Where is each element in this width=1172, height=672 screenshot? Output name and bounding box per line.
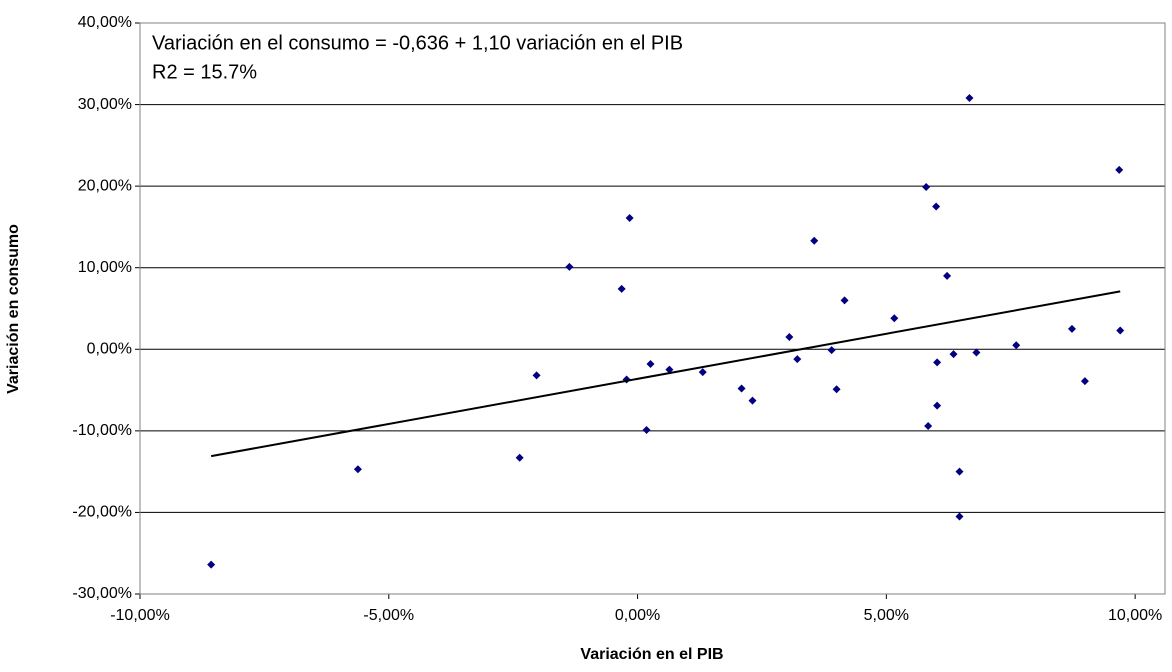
point xyxy=(353,465,362,474)
point xyxy=(625,213,634,222)
point xyxy=(785,333,794,342)
x-axis-label: Variación en el PIB xyxy=(580,646,723,663)
point xyxy=(1080,377,1089,386)
point xyxy=(532,371,541,380)
point xyxy=(943,271,952,280)
point xyxy=(737,384,746,393)
y-tick-label: 0,00% xyxy=(87,341,132,358)
point xyxy=(949,350,958,359)
point xyxy=(840,296,849,305)
point xyxy=(1115,165,1124,174)
point xyxy=(642,426,651,435)
point xyxy=(748,396,757,405)
point xyxy=(933,401,942,410)
point xyxy=(972,348,981,357)
point xyxy=(1067,324,1076,333)
point xyxy=(617,284,626,293)
y-tick-label: 30,00% xyxy=(78,96,132,113)
equation: Variación en el consumo = -0,636 + 1,10 … xyxy=(152,32,683,54)
point xyxy=(965,94,974,103)
point xyxy=(1116,326,1125,335)
y-tick-label: -10,00% xyxy=(72,422,132,439)
y-tick-label: -20,00% xyxy=(72,504,132,521)
plot-border xyxy=(139,22,1166,595)
x-tick-label: -5,00% xyxy=(363,607,414,624)
point xyxy=(890,314,899,323)
point xyxy=(1012,341,1021,350)
point xyxy=(207,560,216,569)
point xyxy=(665,365,674,374)
point xyxy=(793,355,802,364)
point xyxy=(515,453,524,462)
point xyxy=(646,359,655,368)
point xyxy=(924,421,933,430)
point xyxy=(827,346,836,355)
y-tick-label: 40,00% xyxy=(78,14,132,31)
x-tick-label: 0,00% xyxy=(615,607,660,624)
y-axis-label: Variación en consumo xyxy=(5,224,22,394)
point xyxy=(922,182,931,191)
point xyxy=(933,358,942,367)
point xyxy=(955,467,964,476)
x-tick-label: 5,00% xyxy=(864,607,909,624)
point xyxy=(955,512,964,521)
point xyxy=(698,368,707,377)
r-squared: R2 = 15.7% xyxy=(152,61,257,83)
x-tick-label: -10,00% xyxy=(110,607,170,624)
trendline xyxy=(210,290,1121,458)
y-tick-label: 10,00% xyxy=(78,259,132,276)
x-tick-label: 10,00% xyxy=(1108,607,1162,624)
point xyxy=(832,385,841,394)
point xyxy=(810,236,819,245)
y-tick-label: 20,00% xyxy=(78,177,132,194)
point xyxy=(565,262,574,271)
point xyxy=(932,202,941,211)
y-tick-label: -30,00% xyxy=(72,585,132,602)
